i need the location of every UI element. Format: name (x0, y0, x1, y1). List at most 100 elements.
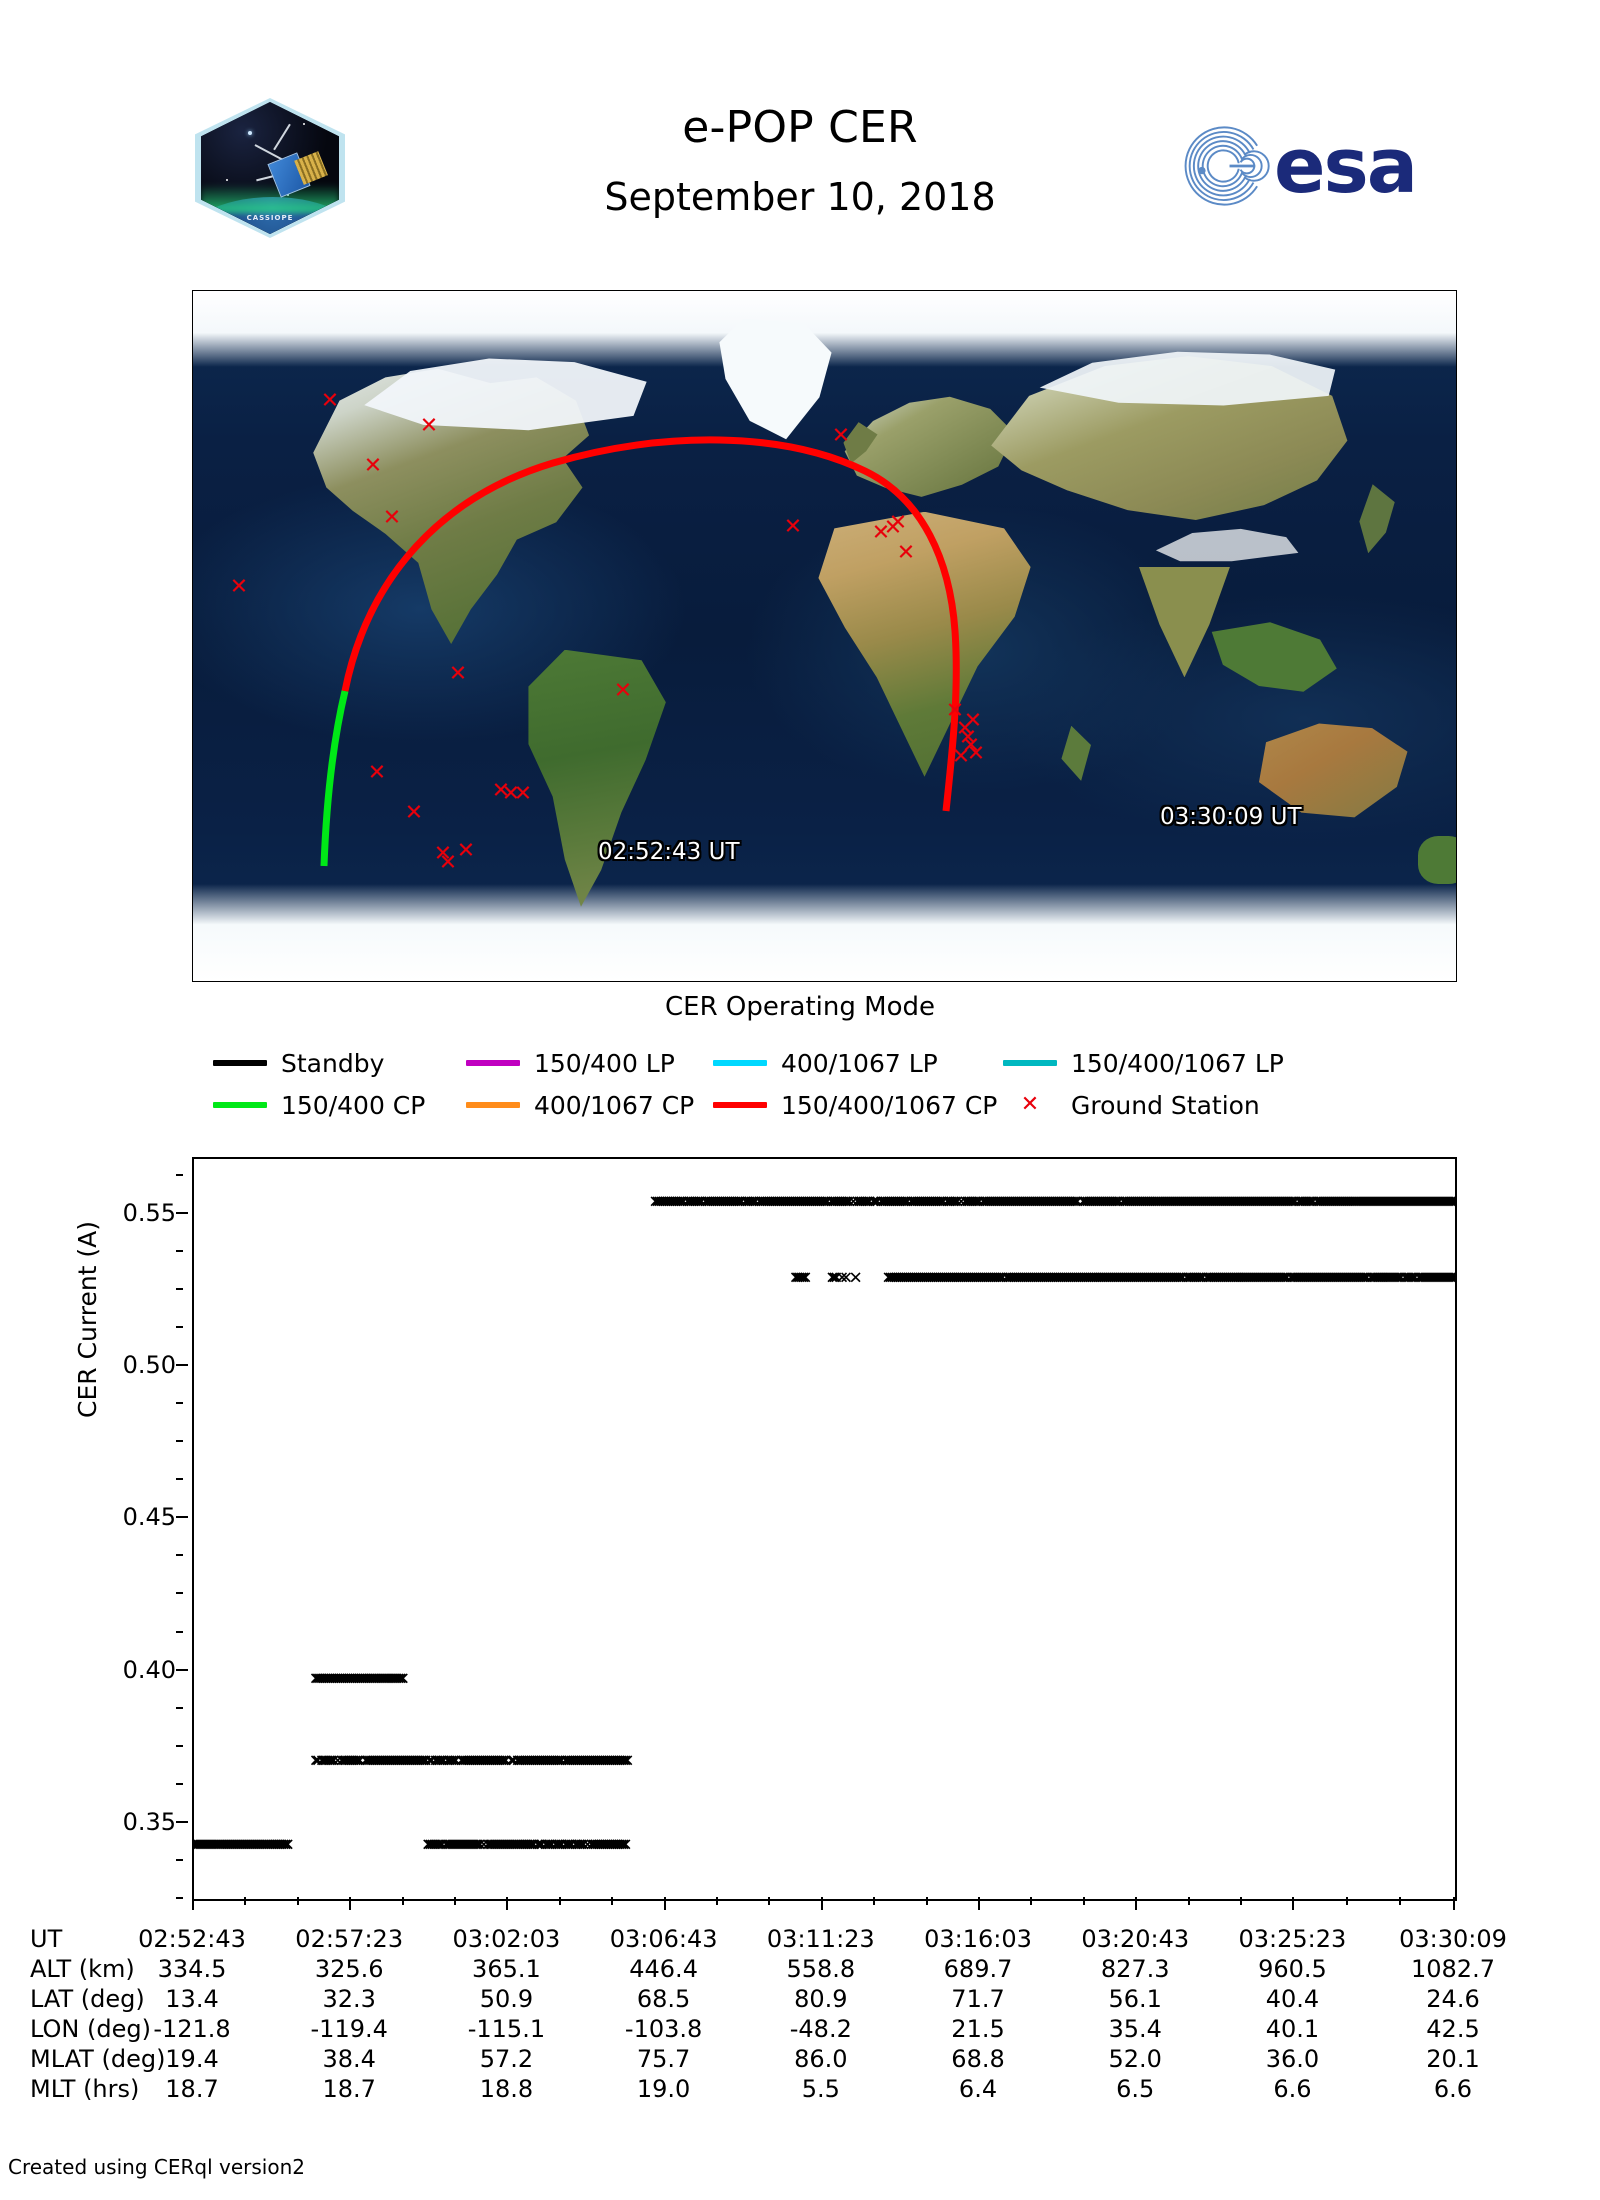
x-axis-minor-tick (559, 1897, 561, 1905)
legend-item-label: 400/1067 CP (534, 1091, 694, 1120)
legend-item-label: 150/400 LP (534, 1049, 675, 1078)
legend-item-label: 150/400 CP (281, 1091, 425, 1120)
ground-station-marker: ✕ (784, 515, 802, 540)
legend-item-standby[interactable]: Standby (213, 1043, 384, 1083)
ground-station-marker: ✕ (405, 801, 423, 826)
legend-item-150-400-1067-cp[interactable]: 150/400/1067 CP (713, 1085, 997, 1125)
table-cell: 03:25:23 (1217, 1925, 1367, 1953)
track-segment-red (345, 440, 956, 811)
footer-credit: Created using CERql version2 (8, 2155, 305, 2179)
map-start-time-label: 02:52:43 UT (598, 839, 740, 865)
data-point-marker: ✕ (281, 1837, 295, 1854)
x-axis-minor-tick (611, 1897, 613, 1905)
satellite-ground-track: ✕✕✕✕✕✕✕✕✕ ✕✕✕ ✕✕✕✕✕✕✕✕✕✕✕✕✕✕✕✕ (193, 291, 1456, 981)
legend-item-ground-station[interactable]: ✕ Ground Station (1003, 1085, 1260, 1125)
data-point-marker: ✕ (396, 1671, 410, 1688)
table-cell: 50.9 (431, 1985, 581, 2013)
table-cell: 13.4 (117, 1985, 267, 2013)
ground-station-marker: ✕ (420, 414, 438, 439)
table-cell: 52.0 (1060, 2045, 1210, 2073)
legend-item-label: Standby (281, 1049, 384, 1078)
ground-station-marker: ✕ (964, 709, 982, 734)
x-axis-minor-tick (244, 1897, 246, 1905)
table-cell: -119.4 (274, 2015, 424, 2043)
legend-color-swatch (713, 1102, 767, 1108)
x-axis-tick (506, 1897, 508, 1910)
ground-station-marker: ✕ (383, 506, 401, 531)
y-axis-tick (176, 1669, 188, 1671)
x-axis-tick (1453, 1897, 1455, 1910)
y-axis-minor-tick (176, 1707, 183, 1709)
y-axis-ticks: 0.35 0.40 0.45 0.50 0.55 (48, 1157, 176, 1897)
data-point-marker: ✕ (1448, 1195, 1457, 1212)
table-cell: 18.7 (117, 2075, 267, 2103)
legend-item-150-400-1067-lp[interactable]: 150/400/1067 LP (1003, 1043, 1284, 1083)
table-cell: -48.2 (746, 2015, 896, 2043)
table-cell: 71.7 (903, 1985, 1053, 2013)
esa-emblem-icon (1178, 120, 1270, 212)
y-axis-tick (176, 1821, 188, 1823)
x-axis-minor-tick (716, 1897, 718, 1905)
x-axis-minor-tick (454, 1897, 456, 1905)
table-cell: -121.8 (117, 2015, 267, 2043)
y-axis-minor-tick (176, 1783, 183, 1785)
legend-item-150-400-lp[interactable]: 150/400 LP (466, 1043, 675, 1083)
ground-station-marker: ✕ (457, 839, 475, 864)
table-row: UT 02:52:43 02:57:23 03:02:03 03:06:43 03:11:… (30, 1925, 1570, 1955)
x-axis-minor-tick (1346, 1897, 1348, 1905)
legend-item-400-1067-cp[interactable]: 400/1067 CP (466, 1085, 694, 1125)
x-axis-tick (1135, 1897, 1137, 1910)
legend-title: CER Operating Mode (0, 992, 1600, 1022)
ground-station-markers: ✕✕✕✕✕✕✕✕✕ ✕✕✕ ✕✕✕✕✕✕✕✕✕✕✕✕✕✕✕✕ (230, 389, 985, 876)
table-cell: 03:20:43 (1060, 1925, 1210, 1953)
esa-wordmark: esa (1274, 120, 1416, 212)
table-cell: 1082.7 (1378, 1955, 1528, 1983)
table-row: ALT (km) 334.5 325.6 365.1 446.4 558.8 689.7 82… (30, 1955, 1570, 1985)
ground-station-marker: ✕ (449, 662, 467, 687)
y-axis-minor-tick (176, 1440, 183, 1442)
table-cell: -103.8 (589, 2015, 739, 2043)
legend-item-label: 150/400/1067 LP (1071, 1049, 1284, 1078)
table-cell: 03:06:43 (589, 1925, 739, 1953)
legend-item-label: Ground Station (1071, 1091, 1260, 1120)
table-cell: 827.3 (1060, 1955, 1210, 1983)
ground-station-marker: ✕ (514, 782, 532, 807)
data-point-marker: ✕ (798, 1271, 812, 1288)
y-axis-tick (176, 1516, 188, 1518)
x-axis-tick (821, 1897, 823, 1910)
table-cell: 80.9 (746, 1985, 896, 2013)
table-cell: 36.0 (1217, 2045, 1367, 2073)
x-axis-minor-tick (1188, 1897, 1190, 1905)
x-axis-minor-tick (1030, 1897, 1032, 1905)
data-point-marker: ✕ (618, 1837, 632, 1854)
table-cell: 558.8 (746, 1955, 896, 1983)
data-point-marker: ✕ (849, 1271, 863, 1288)
cer-current-scatter-plot[interactable]: ✕ ✕ ✕ ✕ ✕ ✕ ✕ ✕ ✕ ✕ ✕ ✕ ✕ ✕ ✕ ✕ ✕ ✕ ✕ ✕ ✕ ✕ ✕ ✕ ✕ ✕ ✕ ✕ ✕ ✕ ✕ ✕ ✕ ✕ ✕ ✕ ✕ ✕ ✕ ✕… (192, 1157, 1457, 1901)
table-cell: 68.5 (589, 1985, 739, 2013)
table-cell: 24.6 (1378, 1985, 1528, 2013)
table-cell: 40.1 (1217, 2015, 1367, 2043)
y-axis-minor-tick (176, 1402, 183, 1404)
y-axis-tick-label: 0.40 (56, 1656, 176, 1684)
legend-item-400-1067-lp[interactable]: 400/1067 LP (713, 1043, 938, 1083)
x-axis-tick (192, 1897, 194, 1910)
x-axis-minor-tick (1083, 1897, 1085, 1905)
x-axis-tick (978, 1897, 980, 1910)
table-cell: 68.8 (903, 2045, 1053, 2073)
ground-station-marker: ✕ (967, 742, 985, 767)
y-axis-minor-tick (176, 1897, 183, 1899)
y-axis-minor-tick (176, 1478, 183, 1480)
y-axis-tick-label: 0.50 (56, 1351, 176, 1379)
x-axis-minor-tick (768, 1897, 770, 1905)
table-cell: 03:11:23 (746, 1925, 896, 1953)
table-cell: 20.1 (1378, 2045, 1528, 2073)
legend-item-150-400-cp[interactable]: 150/400 CP (213, 1085, 425, 1125)
table-cell: 334.5 (117, 1955, 267, 1983)
table-row-label: UT (30, 1925, 62, 1953)
x-axis-tick (664, 1897, 666, 1910)
table-cell: 35.4 (1060, 2015, 1210, 2043)
y-axis-minor-tick (176, 1631, 183, 1633)
y-axis-tick-label: 0.45 (56, 1503, 176, 1531)
ground-station-marker: ✕ (832, 424, 850, 449)
ground-track-map[interactable]: ✕ ✕ ✕ ✕ ✕ ✕ ✕ ✕ ✕ ✕ ✕ ✕ ✕ ✕ ✕ ✕ ✕ ✕ ✕ ✕ ✕ ✕ ✕ ✕ ✕ ✕ ✕ ✕ 02:52:43 UT… (192, 290, 1457, 982)
